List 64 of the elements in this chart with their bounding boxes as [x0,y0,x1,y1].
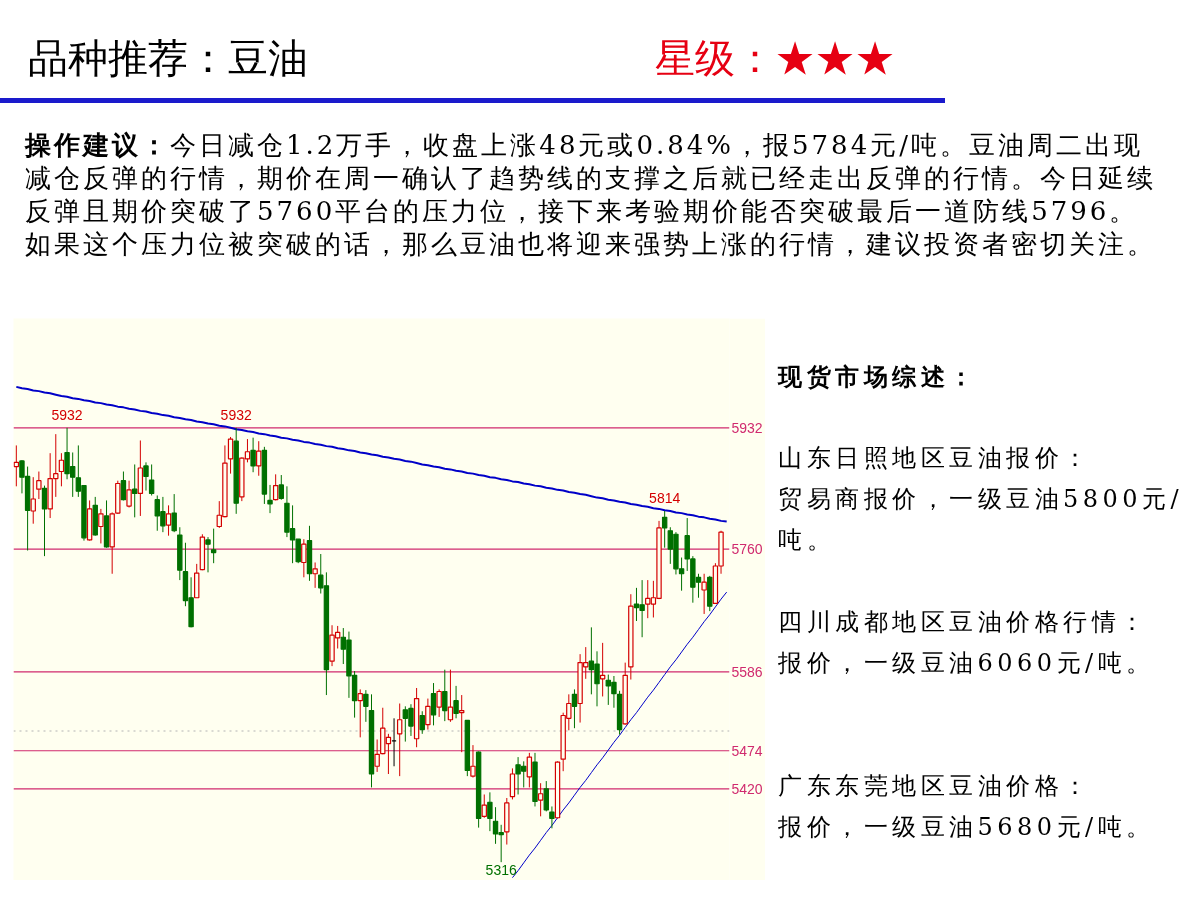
candlestick [227,436,234,475]
candlestick [661,510,668,549]
candlestick [98,508,104,544]
candlestick [425,698,431,731]
line-series [15,385,728,523]
candlestick [210,528,217,564]
y-tick-label: 5474 [731,742,763,759]
candlestick [701,573,707,615]
candlestick [143,461,149,492]
candlestick [272,473,279,501]
candlestick [36,471,42,500]
candlestick [374,738,380,773]
candlestick [148,463,155,496]
text: 操作建议： [25,130,170,160]
text: 5932 [51,406,83,423]
candlestick [165,504,172,537]
y-tick-label: 5760 [731,541,763,558]
candlestick [267,484,273,514]
y-tick-label: 5932 [731,419,763,436]
candlestick [58,452,65,487]
candlestick [312,561,318,589]
candlestick [396,703,403,777]
candlestick [171,493,177,533]
text: 山东日照地区豆油报价： [778,443,1093,474]
text: 报价，一级豆油6060元/吨。 [778,648,1156,679]
candlestick [301,538,307,578]
candlestick [571,688,578,729]
candlestick [205,536,211,573]
candlestick [509,767,516,800]
candlestick [526,752,533,788]
candlestick [363,689,369,723]
text: 5814 [649,490,681,506]
text: 报价，一级豆油5680元/吨。 [778,812,1156,843]
candlestick [126,480,132,508]
candlestick [537,782,544,817]
candlestick [120,471,127,501]
text: 四川成都地区豆油价格行情： [778,607,1150,638]
candlestick [470,744,476,779]
candlestick [256,440,262,477]
candlestick [436,688,442,718]
chart-title: 品种推荐：豆油 [28,34,308,82]
candlestick [357,688,363,738]
candlestick [549,805,555,829]
candlestick [430,682,437,726]
candlestick [442,669,448,722]
candlestick [543,780,549,812]
text: 现货市场综述： [778,361,979,393]
y-tick-label: 5586 [731,663,763,680]
candlestick [487,791,493,832]
candlestick [132,463,138,518]
candlestick [278,474,285,501]
candlestick [41,485,48,557]
candlestick [419,710,425,735]
candlestick [30,476,36,525]
text: 5316 [485,862,517,879]
text: 贸易商报价，一级豆油5800元/吨。 [778,484,1185,556]
candlestick [481,793,487,819]
candlestick [250,437,256,473]
chart-subtitle: 星级：★★★ [655,34,895,82]
text: 广东东莞地区豆油价格： [778,771,1093,802]
text: 5932 [220,406,252,423]
candlestick [447,669,454,723]
y-tick-label: 5420 [731,780,763,797]
candlestick [453,685,459,719]
